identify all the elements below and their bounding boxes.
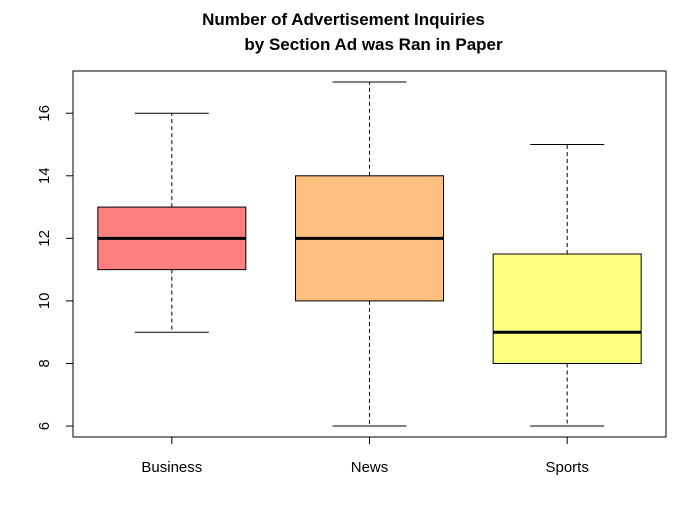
box-series: [97, 81, 642, 427]
y-tick-label: 12: [36, 230, 53, 247]
x-tick-label: Business: [141, 459, 202, 476]
y-tick-label: 14: [36, 167, 53, 184]
x-tick-label: Sports: [545, 459, 588, 476]
x-axis: Business News Sports: [141, 436, 589, 476]
box-sports: [492, 144, 642, 427]
box-news: [295, 81, 444, 427]
y-axis: 6 8 10 12 14 16: [36, 105, 74, 430]
y-tick-label: 8: [36, 359, 53, 367]
x-tick-label: News: [351, 459, 389, 476]
chart-title-line-2: by Section Ad was Ran in Paper: [244, 35, 503, 54]
iqr-box: [492, 253, 642, 364]
y-tick-label: 6: [36, 422, 53, 430]
chart-title-line-1: Number of Advertisement Inquiries: [202, 10, 485, 29]
y-tick-label: 10: [36, 293, 53, 310]
y-tick-label: 16: [36, 105, 53, 122]
box-business: [97, 112, 247, 333]
